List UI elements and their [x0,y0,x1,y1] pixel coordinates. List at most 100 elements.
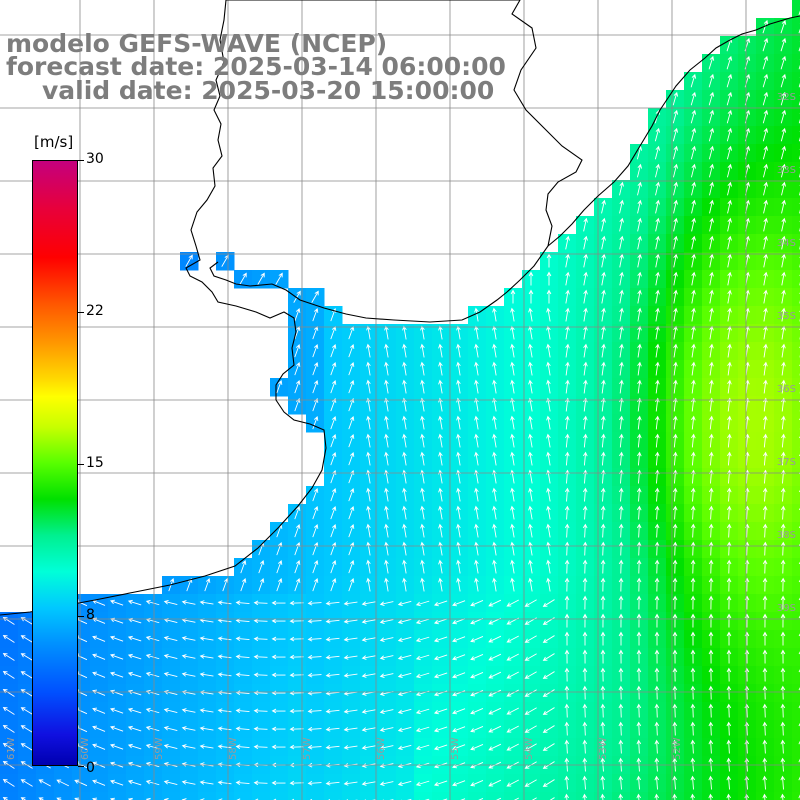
wind-arrow [691,163,697,178]
wind-arrow [470,744,484,751]
wind-arrow [691,433,696,448]
wind-arrow [420,325,425,340]
wind-arrow [673,433,678,448]
wind-arrow [618,613,624,628]
wind-arrow [673,379,678,394]
wind-arrow [415,744,430,751]
longitude-label: 52W [672,737,683,760]
wind-arrow [583,361,588,376]
wind-arrow [239,272,247,285]
wind-arrow [600,703,606,718]
wind-arrow [565,307,570,322]
wind-arrow [564,667,570,682]
wind-arrow [415,636,430,643]
wind-arrow [637,433,642,448]
wind-arrow [452,690,466,697]
wind-arrow [348,452,355,466]
wind-arrow [366,325,371,340]
wind-arrow [433,690,448,697]
wind-arrow [110,743,124,750]
wind-arrow [691,307,696,322]
colorbar-tick-0: 0 [86,760,95,776]
wind-arrow [762,109,769,124]
wind-arrow [294,524,301,538]
wind-arrow [546,289,552,304]
wind-arrow [601,325,606,340]
wind-arrow [654,451,660,466]
wind-arrow [271,654,286,660]
wind-arrow [361,745,376,750]
wind-arrow [583,307,588,322]
wind-arrow [217,672,232,677]
wind-arrow [38,779,51,787]
wind-arrow [583,433,588,448]
wind-arrow [92,671,106,678]
wind-arrow [708,613,714,628]
wind-arrow [546,487,551,502]
wind-arrow [312,506,319,520]
wind-arrow [343,745,358,750]
wind-arrow [474,559,479,574]
wind-arrow [780,739,786,754]
wind-speed-cell [792,666,800,685]
wind-arrow [456,361,461,376]
wind-arrow [199,654,214,659]
wind-arrow [456,505,461,520]
wind-arrow [240,578,247,592]
wind-arrow [470,726,484,733]
wind-arrow [510,559,515,574]
wind-arrow [366,451,371,466]
wind-arrow [582,739,588,754]
wind-arrow [452,708,466,715]
wind-arrow [474,379,479,394]
wind-arrow [199,672,214,677]
wind-arrow [691,217,696,232]
wind-arrow [294,308,301,322]
wind-arrow [708,451,714,466]
longitude-label: 61W [6,737,17,760]
wind-speed-cell [792,36,800,55]
wind-arrow [727,163,733,178]
wind-arrow [726,91,733,106]
colorbar-tick-mark [78,312,84,313]
wind-arrow [474,577,479,592]
wind-arrow [528,343,533,358]
wind-arrow [690,73,697,88]
wind-arrow [727,181,732,196]
wind-arrow [726,577,732,592]
wind-arrow [361,637,376,642]
wind-arrow [763,415,768,430]
wind-arrow [20,653,33,661]
wind-speed-cell [216,792,235,800]
wind-arrow [510,577,515,592]
wind-arrow [780,793,786,800]
wind-arrow [564,577,570,592]
wind-arrow [420,361,425,376]
wind-speed-cell [792,126,800,145]
wind-arrow [636,559,642,574]
wind-arrow [690,649,696,664]
wind-arrow [257,272,265,285]
colorbar-unit: [m/s] [34,133,74,151]
wind-arrow [506,779,519,787]
wind-arrow [181,780,196,785]
wind-arrow [289,726,304,732]
wind-arrow [366,487,371,502]
wind-arrow [402,559,407,574]
wind-arrow [474,343,479,358]
wind-arrow [110,707,124,714]
wind-arrow [438,577,443,592]
wind-arrow [510,397,515,412]
wind-arrow [582,685,588,700]
wind-arrow [781,415,786,430]
wind-arrow [600,487,606,502]
wind-arrow [781,325,786,340]
wind-arrow [384,505,389,520]
wind-arrow [690,145,697,160]
wind-arrow [240,560,247,574]
wind-arrow [488,599,502,607]
wind-arrow [185,254,193,267]
wind-arrow [289,636,304,642]
wind-arrow [600,559,606,574]
wind-arrow [619,289,624,304]
